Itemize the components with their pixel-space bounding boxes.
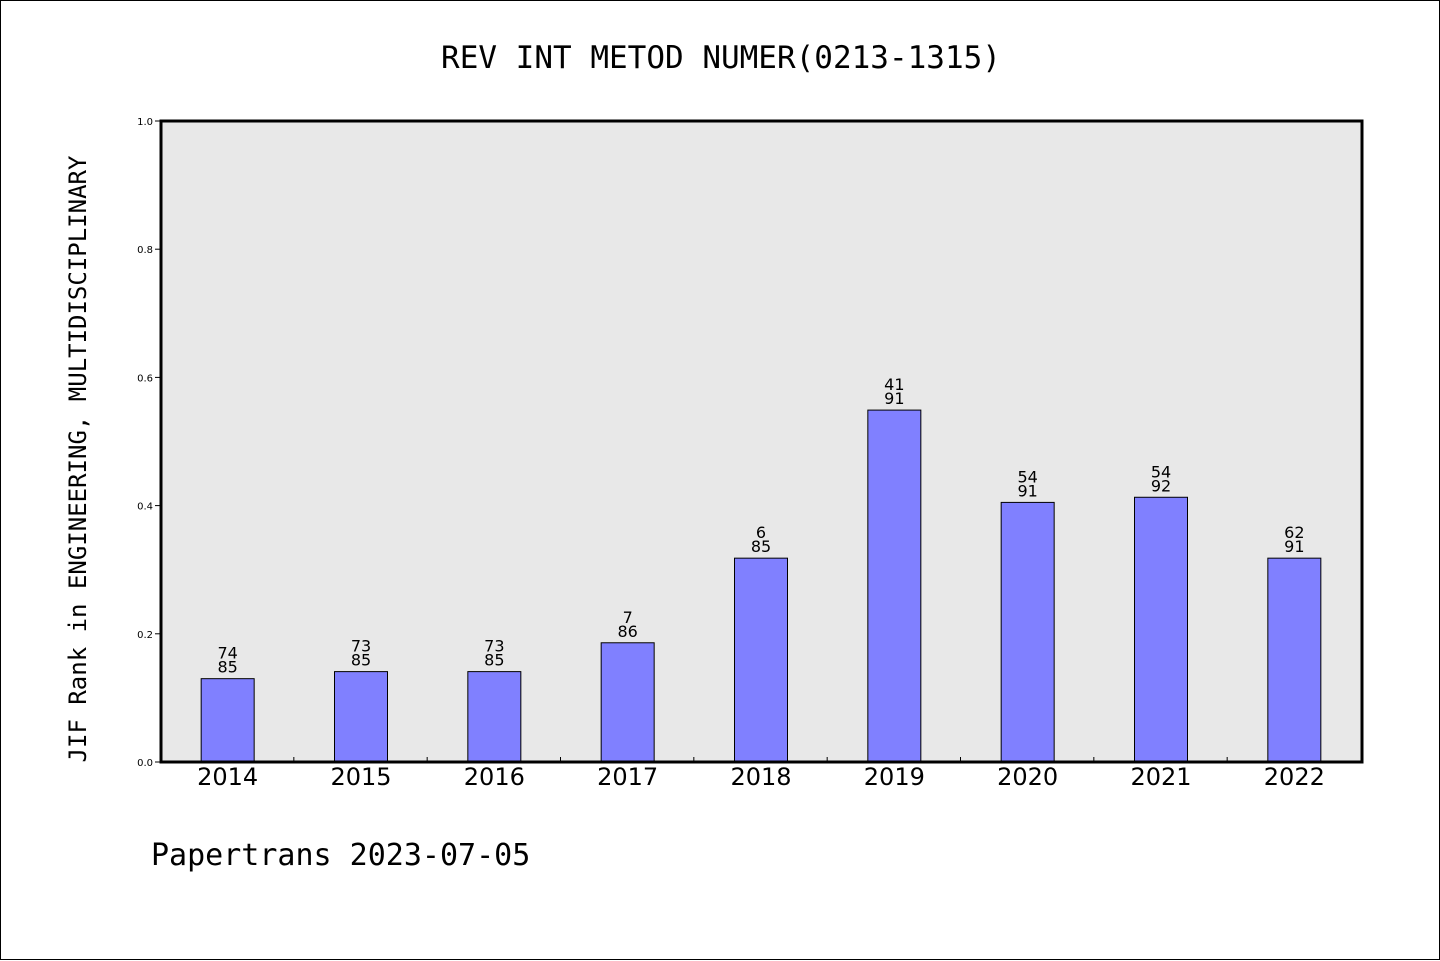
bar-rank-label: 54	[1017, 467, 1037, 486]
y-tick-label: 1.0	[137, 117, 153, 128]
x-tick-label: 2019	[864, 763, 925, 791]
bar-rank-label: 73	[351, 637, 371, 656]
footer-credit: Papertrans 2023-07-05	[151, 838, 530, 873]
y-tick-label: 0.2	[137, 630, 153, 641]
bar-total-label: 85	[217, 658, 237, 677]
x-tick-label: 2018	[730, 763, 791, 791]
bar-rank-label: 73	[484, 637, 504, 656]
x-tick-label: 2017	[597, 763, 658, 791]
bar-2016	[467, 671, 522, 763]
bar-rank-label: 74	[217, 644, 237, 663]
bar-total-label: 86	[617, 622, 637, 641]
bar-total-label: 91	[1017, 481, 1037, 500]
y-tick-label: 0.6	[137, 373, 153, 384]
bar-total-label: 85	[484, 651, 504, 670]
x-tick-label: 2015	[330, 763, 391, 791]
plot-border	[159, 119, 1364, 764]
x-tick-label: 2014	[197, 763, 258, 791]
bar-rank-label: 7	[623, 608, 633, 627]
y-tick-label: 0.0	[137, 758, 153, 769]
x-tick-label: 2016	[464, 763, 525, 791]
bar-total-label: 85	[351, 651, 371, 670]
y-tick-label: 0.8	[137, 245, 153, 256]
bar-rank-label: 6	[756, 523, 766, 542]
x-tick-label: 2020	[997, 763, 1058, 791]
bar-2014	[200, 678, 255, 763]
bar-2015	[334, 671, 388, 763]
bar-rank-label: 54	[1151, 462, 1171, 481]
x-tick-label: 2021	[1130, 763, 1191, 791]
chart-title: REV INT METOD NUMER(0213-1315)	[441, 40, 1001, 76]
bar-total-label: 92	[1151, 476, 1171, 495]
y-axis-label: JIF Rank in ENGINEERING, MULTIDISCIPLINA…	[64, 155, 92, 762]
bar-rank-label: 62	[1284, 523, 1304, 542]
bar-2020	[1000, 501, 1055, 763]
bar-2017	[600, 642, 655, 763]
bar-total-label: 91	[884, 389, 904, 408]
bar-total-label: 91	[1284, 537, 1304, 556]
x-tick-label: 2022	[1264, 763, 1325, 791]
bar-2022	[1267, 557, 1322, 763]
bar-rank-label: 41	[884, 375, 904, 394]
bar-total-label: 85	[751, 537, 771, 556]
bar-2019	[867, 409, 922, 763]
bar-2018	[734, 557, 788, 763]
y-tick-label: 0.4	[137, 502, 153, 513]
bar-2021	[1134, 496, 1188, 763]
ticks-layer: 0.0 0.2 0.4 0.6 0.8 1.0 2014 2015 2016 2017 2018 20…	[137, 117, 1325, 791]
